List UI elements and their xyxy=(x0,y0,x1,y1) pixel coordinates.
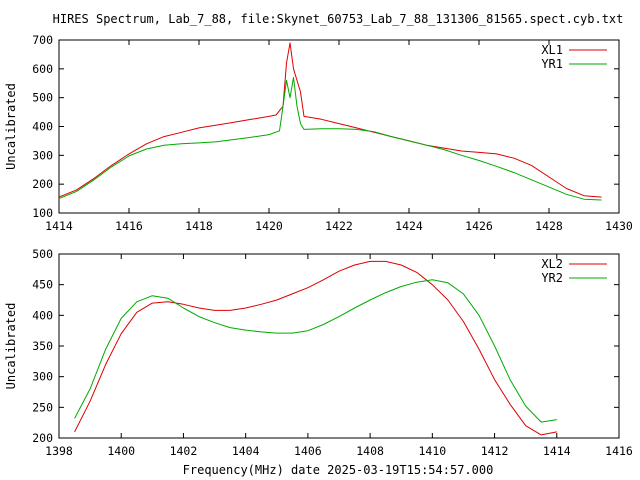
y-axis-label: Uncalibrated xyxy=(4,83,18,170)
x-axis-label: Frequency(MHz) date 2025-03-19T15:54:57.… xyxy=(183,463,494,477)
x-tick-label: 1404 xyxy=(232,444,260,458)
x-tick-label: 1402 xyxy=(170,444,198,458)
bottom-spectrum-panel: 1398 1400 1402 1404 1406 1408 1410 1412 1414 1416… xyxy=(4,247,633,458)
y-axis-label: Uncalibrated xyxy=(4,303,18,390)
x-tick-label: 1426 xyxy=(465,219,493,233)
top-spectrum-panel: 1414 1416 1418 1420 1422 1424 1426 1428 1430 100 2… xyxy=(4,33,633,233)
x-tick-label: 1430 xyxy=(605,219,633,233)
legend-label: YR1 xyxy=(541,57,563,71)
x-tick-label: 1416 xyxy=(605,444,633,458)
x-tick-label: 1422 xyxy=(325,219,353,233)
x-tick-label: 1408 xyxy=(356,444,384,458)
y-tick-label: 250 xyxy=(32,400,53,414)
series-line-yr2 xyxy=(74,279,557,423)
y-tick-label: 200 xyxy=(32,177,53,191)
y-tick-label: 700 xyxy=(32,33,53,47)
series-line-xl2 xyxy=(74,260,557,436)
x-tick-label: 1400 xyxy=(107,444,135,458)
y-tick-label: 350 xyxy=(32,339,53,353)
x-tick-label: 1414 xyxy=(45,219,73,233)
x-tick-label: 1406 xyxy=(294,444,322,458)
x-tick-label: 1428 xyxy=(535,219,563,233)
legend-label: XL1 xyxy=(541,43,563,57)
y-tick-label: 200 xyxy=(32,431,53,445)
x-tick-label: 1416 xyxy=(115,219,143,233)
y-tick-label: 600 xyxy=(32,62,53,76)
y-tick-label: 400 xyxy=(32,308,53,322)
y-tick-label: 500 xyxy=(32,91,53,105)
y-tick-label: 100 xyxy=(32,206,53,220)
x-tick-label: 1414 xyxy=(543,444,571,458)
y-tick-label: 300 xyxy=(32,370,53,384)
x-tick-label: 1424 xyxy=(395,219,423,233)
x-tick-label: 1420 xyxy=(255,219,283,233)
x-tick-label: 1398 xyxy=(45,444,73,458)
series-line-yr1 xyxy=(59,77,602,201)
figure-title: HIRES Spectrum, Lab_7_88, file:Skynet_60… xyxy=(53,12,624,26)
y-tick-label: 400 xyxy=(32,120,53,134)
series-line-xl1 xyxy=(59,42,602,198)
x-tick-label: 1412 xyxy=(481,444,509,458)
y-tick-label: 300 xyxy=(32,148,53,162)
legend-label: XL2 xyxy=(541,257,563,271)
x-tick-label: 1418 xyxy=(185,219,213,233)
y-tick-label: 450 xyxy=(32,278,53,292)
x-tick-label: 1410 xyxy=(418,444,446,458)
y-tick-label: 500 xyxy=(32,247,53,261)
legend-label: YR2 xyxy=(541,271,563,285)
